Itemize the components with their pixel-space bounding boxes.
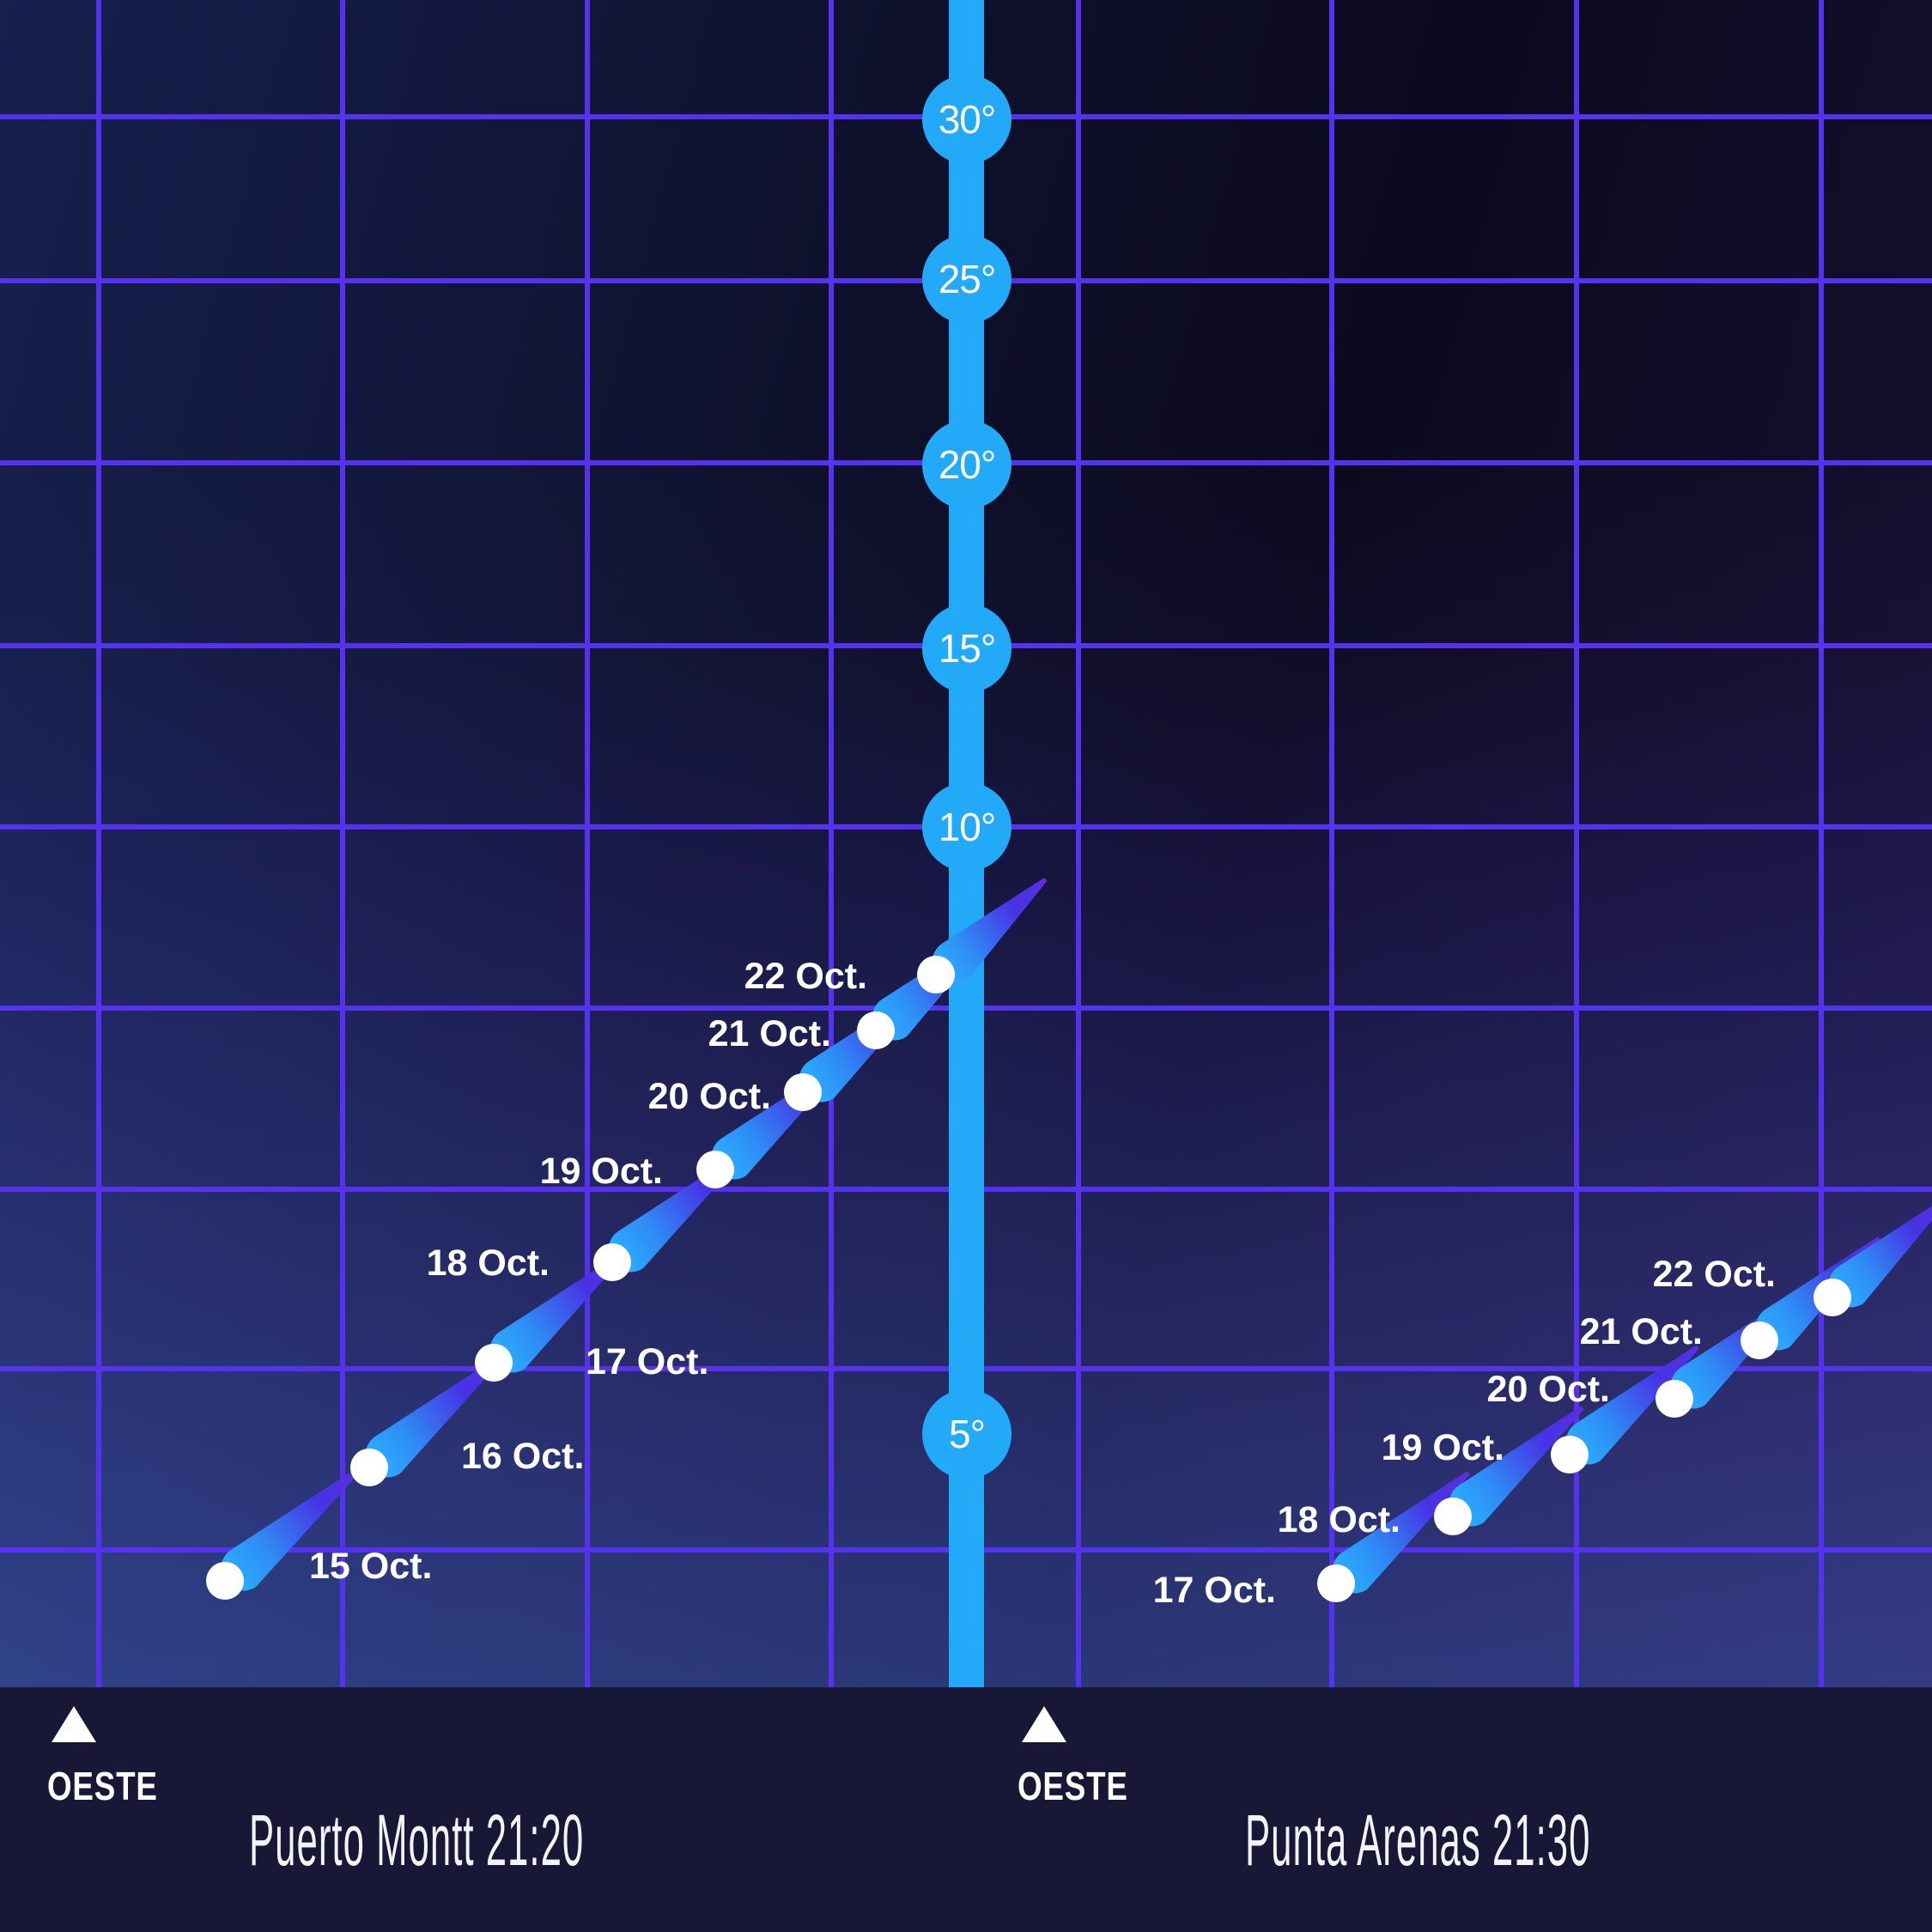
altitude-marker-20: 20° (922, 420, 1012, 509)
city-time-label-left: Puerto Montt 21:20 (249, 1800, 585, 1880)
grid-line-vertical (585, 0, 590, 1687)
comet-tail (212, 1464, 383, 1600)
date-label: 18 Oct. (1277, 1499, 1400, 1540)
comet-nucleus (350, 1449, 388, 1486)
comet-nucleus (475, 1344, 513, 1382)
grid-line-vertical (1329, 0, 1334, 1687)
altitude-marker-label: 5° (949, 1412, 986, 1456)
comet-tail (1820, 1195, 1932, 1316)
date-label: 19 Oct. (1381, 1427, 1504, 1468)
date-label: 20 Oct. (647, 1076, 771, 1117)
direction-label-left: OESTE (47, 1764, 158, 1808)
north-arrow-icon (52, 1706, 96, 1742)
grid-line-vertical (1076, 0, 1081, 1687)
comet-nucleus (696, 1151, 734, 1188)
comet-tail (356, 1353, 524, 1486)
altitude-marker-5: 5° (922, 1389, 1012, 1479)
comet-nucleus (917, 956, 955, 993)
comet-nucleus (1434, 1498, 1472, 1535)
comet-nucleus (857, 1012, 895, 1049)
date-label: 22 Oct. (744, 956, 867, 997)
date-label: 15 Oct. (309, 1546, 433, 1587)
grid-line-vertical (1819, 0, 1824, 1687)
date-label: 16 Oct. (461, 1436, 585, 1477)
altitude-marker-label: 25° (938, 257, 997, 301)
date-label: 18 Oct. (426, 1242, 550, 1284)
grid-line-vertical (1574, 0, 1579, 1687)
comet-nucleus (1551, 1436, 1589, 1473)
comet-tail (1557, 1343, 1720, 1473)
comet-tail (1440, 1404, 1605, 1535)
grid-line-vertical (96, 0, 101, 1687)
comet-nucleus (1741, 1321, 1778, 1359)
date-label: 21 Oct. (1579, 1311, 1703, 1352)
comet-nucleus (1656, 1380, 1693, 1418)
comet-nucleus (593, 1243, 631, 1281)
grid-line-vertical (340, 0, 345, 1687)
date-label: 20 Oct. (1486, 1369, 1610, 1410)
north-arrow-icon (1022, 1706, 1066, 1742)
altitude-marker-30: 30° (922, 75, 1012, 164)
comet-tail (481, 1249, 646, 1381)
comet-tail (923, 876, 1067, 993)
date-label: 17 Oct. (1152, 1570, 1276, 1611)
grid-line-vertical (829, 0, 834, 1687)
comet-tail (1323, 1469, 1491, 1602)
altitude-marker-label: 15° (938, 626, 997, 671)
altitude-marker-label: 20° (938, 442, 997, 487)
date-label: 19 Oct. (539, 1151, 663, 1192)
altitude-marker-25: 25° (922, 234, 1012, 324)
date-label: 21 Oct. (708, 1013, 831, 1054)
date-label: 22 Oct. (1652, 1254, 1776, 1295)
date-label: 17 Oct. (586, 1341, 709, 1382)
city-time-label-right: Punta Arenas 21:30 (1245, 1800, 1591, 1880)
altitude-marker-15: 15° (922, 604, 1012, 693)
comet-nucleus (1814, 1279, 1851, 1316)
comet-nucleus (206, 1562, 244, 1600)
direction-label-right: OESTE (1018, 1764, 1128, 1808)
ground-bar: OESTE Puerto Montt 21:20 OESTE Punta Are… (0, 1687, 1932, 1932)
comet-nucleus (784, 1073, 822, 1111)
comet-nucleus (1317, 1564, 1355, 1602)
altitude-marker-label: 10° (938, 805, 997, 849)
altitude-marker-label: 30° (938, 97, 997, 142)
altitude-marker-10: 10° (922, 782, 1012, 872)
